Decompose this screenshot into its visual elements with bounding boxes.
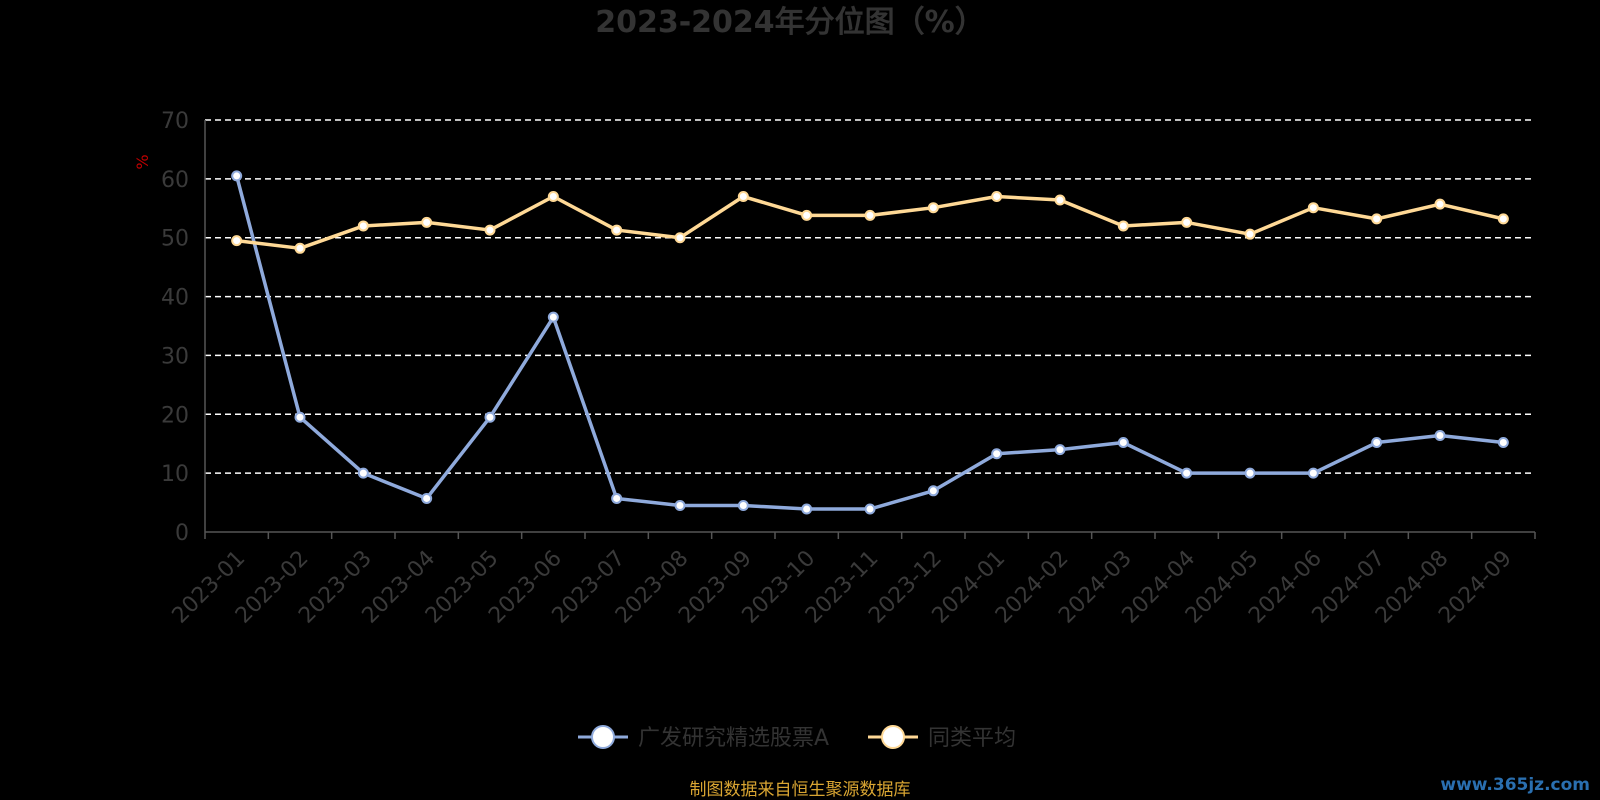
y-tick-labels: 0 10 20 30 40 50 60 70 [161, 109, 189, 546]
legend-marker [881, 725, 905, 749]
data-point[interactable] [611, 492, 623, 504]
data-point[interactable] [801, 503, 813, 515]
data-point[interactable] [421, 216, 433, 228]
legend-marker [591, 725, 615, 749]
y-tick-label: 10 [161, 462, 189, 487]
data-point[interactable] [1307, 202, 1319, 214]
grid-lines [205, 119, 1535, 474]
legend-item-0[interactable]: 广发研究精选股票A [578, 725, 829, 751]
y-tick-label: 0 [175, 521, 189, 546]
data-point[interactable] [1117, 220, 1129, 232]
data-point[interactable] [421, 492, 433, 504]
data-point[interactable] [1244, 467, 1256, 479]
data-point[interactable] [231, 170, 243, 182]
data-point[interactable] [611, 224, 623, 236]
data-point[interactable] [357, 220, 369, 232]
data-point[interactable] [547, 191, 559, 203]
data-point[interactable] [1117, 437, 1129, 449]
data-point[interactable] [737, 500, 749, 512]
data-point[interactable] [927, 202, 939, 214]
data-point[interactable] [1181, 216, 1193, 228]
y-tick-label: 60 [161, 168, 189, 193]
data-point[interactable] [294, 411, 306, 423]
data-point[interactable] [1434, 429, 1446, 441]
data-point[interactable] [864, 209, 876, 221]
data-point[interactable] [1307, 467, 1319, 479]
x-tick-labels: 2023-012023-022023-032023-042023-052023-… [168, 546, 1517, 629]
legend-item-1[interactable]: 同类平均 [868, 725, 1016, 751]
data-point[interactable] [737, 191, 749, 203]
data-point[interactable] [294, 242, 306, 254]
data-point[interactable] [1497, 437, 1509, 449]
y-tick-label: 40 [161, 286, 189, 311]
watermark: www.365jz.com [1440, 775, 1590, 795]
data-point[interactable] [674, 500, 686, 512]
y-tick-label: 50 [161, 227, 189, 252]
data-point[interactable] [864, 503, 876, 515]
y-tick-label: 20 [161, 403, 189, 428]
data-point[interactable] [1054, 444, 1066, 456]
data-point[interactable] [547, 311, 559, 323]
y-axis-unit: % [133, 154, 152, 169]
data-point[interactable] [927, 485, 939, 497]
data-point[interactable] [1371, 437, 1383, 449]
data-source-note: 制图数据来自恒生聚源数据库 [690, 780, 911, 800]
legend-label: 同类平均 [928, 726, 1016, 751]
data-point[interactable] [1054, 194, 1066, 206]
data-point[interactable] [674, 232, 686, 244]
data-point[interactable] [1497, 213, 1509, 225]
data-point[interactable] [1434, 198, 1446, 210]
data-point[interactable] [484, 411, 496, 423]
legend-label: 广发研究精选股票A [638, 726, 829, 751]
data-point[interactable] [1371, 213, 1383, 225]
y-tick-label: 30 [161, 344, 189, 369]
chart-title: 2023-2024年分位图（%） [595, 5, 985, 40]
y-tick-label: 70 [161, 109, 189, 134]
legend[interactable]: 广发研究精选股票A 同类平均 [578, 725, 1016, 751]
data-point[interactable] [231, 235, 243, 247]
data-point[interactable] [1244, 228, 1256, 240]
series-group [231, 170, 1509, 515]
data-point[interactable] [357, 467, 369, 479]
data-point[interactable] [801, 209, 813, 221]
data-point[interactable] [991, 448, 1003, 460]
axes [204, 120, 1536, 539]
data-point[interactable] [484, 224, 496, 236]
data-point[interactable] [1181, 467, 1193, 479]
data-point[interactable] [991, 191, 1003, 203]
